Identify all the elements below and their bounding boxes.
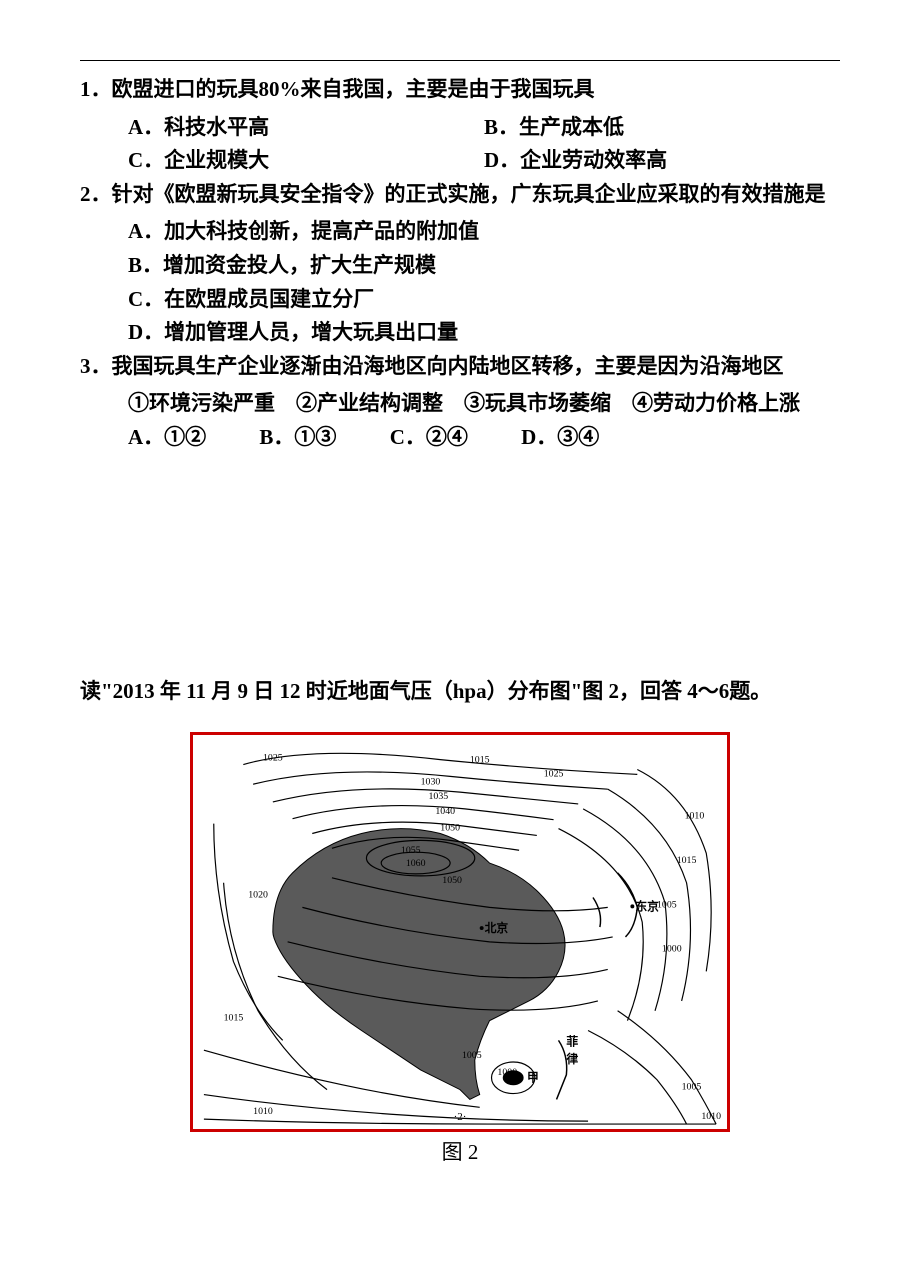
page-number: ·2· — [454, 1111, 467, 1123]
svg-text:1055: 1055 — [401, 845, 421, 856]
svg-text:1020: 1020 — [248, 890, 268, 901]
q3-option-d: D．③④ — [521, 421, 599, 455]
question-3: 3．我国玩具生产企业逐渐由沿海地区向内陆地区转移，主要是因为沿海地区 — [80, 350, 840, 384]
svg-text:1005: 1005 — [682, 1082, 702, 1093]
svg-text:1030: 1030 — [421, 776, 441, 787]
q3-numbered: ①环境污染严重 ②产业结构调整 ③玩具市场萎缩 ④劳动力价格上涨 — [80, 387, 840, 421]
q3-options: A．①② B．①③ C．②④ D．③④ — [80, 421, 840, 455]
intro-text: 读"2013 年 11 月 9 日 12 时近地面气压（hpa）分布图"图 2，… — [80, 675, 840, 709]
label-jia: 甲 — [527, 1071, 539, 1085]
label-beijing: 北京 — [485, 921, 509, 935]
header-underline — [80, 60, 840, 61]
q2-option-c: C．在欧盟成员国建立分厂 — [128, 283, 840, 317]
q3-numbered-text: ①环境污染严重 ②产业结构调整 ③玩具市场萎缩 ④劳动力价格上涨 — [128, 391, 800, 415]
svg-text:1010: 1010 — [253, 1106, 273, 1117]
svg-text:1025: 1025 — [544, 768, 564, 779]
q3-option-b: B．①③ — [259, 421, 336, 455]
svg-text:1015: 1015 — [224, 1013, 244, 1024]
figure-caption: 图 2 — [442, 1136, 479, 1166]
q1-option-c: C．企业规模大 — [128, 144, 484, 178]
question-2: 2．针对《欧盟新玩具安全指令》的正式实施，广东玩具企业应采取的有效措施是 — [80, 178, 840, 212]
q3-option-c: C．②④ — [390, 421, 468, 455]
svg-text:1040: 1040 — [435, 806, 455, 817]
svg-text:1050: 1050 — [440, 823, 460, 834]
svg-text:1035: 1035 — [428, 791, 448, 802]
q3-option-a: A．①② — [128, 421, 206, 455]
q1-option-a: A．科技水平高 — [128, 111, 484, 145]
q2-options: A．加大科技创新，提高产品的附加值 B．增加资金投人，扩大生产规模 C．在欧盟成… — [80, 215, 840, 349]
svg-text:1000: 1000 — [662, 944, 682, 955]
svg-text:1060: 1060 — [406, 858, 426, 869]
svg-text:1015: 1015 — [677, 855, 697, 866]
pressure-map: 1025 1015 1030 1035 1040 1050 1055 1060 … — [190, 732, 730, 1132]
map-svg: 1025 1015 1030 1035 1040 1050 1055 1060 … — [193, 735, 727, 1129]
q1-option-d: D．企业劳动效率高 — [484, 144, 840, 178]
q2-option-b: B．增加资金投人，扩大生产规模 — [128, 249, 840, 283]
svg-text:1000: 1000 — [497, 1067, 517, 1078]
label-tokyo: 东京 — [635, 899, 659, 913]
svg-text:1015: 1015 — [470, 755, 490, 766]
label-fei: 菲 — [566, 1034, 578, 1048]
q1-option-b: B．生产成本低 — [484, 111, 840, 145]
question-1: 1．欧盟进口的玩具80%来自我国，主要是由于我国玩具 — [80, 73, 840, 107]
q2-option-d: D．增加管理人员，增大玩具出口量 — [128, 316, 840, 350]
figure-container: 1025 1015 1030 1035 1040 1050 1055 1060 … — [80, 732, 840, 1166]
q1-options: A．科技水平高 C．企业规模大 B．生产成本低 D．企业劳动效率高 — [80, 111, 840, 178]
q2-option-a: A．加大科技创新，提高产品的附加值 — [128, 215, 840, 249]
china-shape — [273, 829, 565, 1100]
svg-text:1050: 1050 — [442, 875, 462, 886]
svg-text:1025: 1025 — [263, 753, 283, 764]
label-lu: 律 — [565, 1052, 578, 1066]
svg-text:1005: 1005 — [462, 1050, 482, 1061]
svg-text:1005: 1005 — [657, 900, 677, 911]
svg-text:1010: 1010 — [701, 1111, 721, 1122]
svg-text:1010: 1010 — [685, 811, 705, 822]
